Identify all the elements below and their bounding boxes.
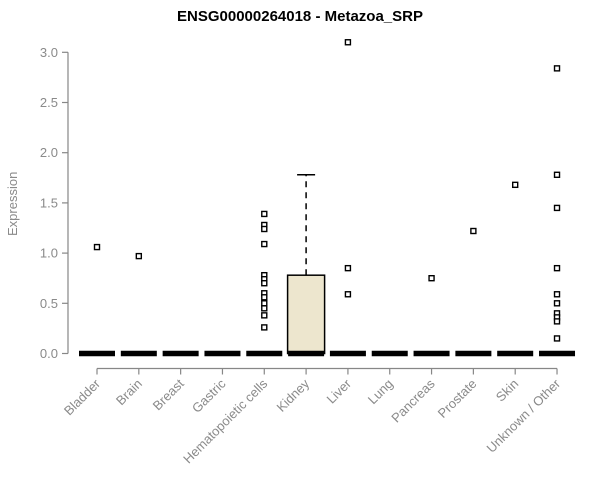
x-category-label: Gastric: [189, 376, 229, 416]
x-category-label: Bladder: [61, 376, 104, 419]
outlier-point: [428, 275, 435, 282]
median-bar: [329, 350, 366, 357]
median-bar: [455, 350, 492, 357]
outlier-point: [553, 204, 561, 212]
median-bar: [246, 350, 283, 357]
median-bar: [288, 350, 325, 357]
x-category-label: Brain: [113, 376, 145, 408]
x-category-label: Liver: [324, 376, 355, 407]
outlier-point: [135, 252, 143, 260]
x-category-label: Prostate: [435, 376, 480, 421]
median-bar: [497, 350, 534, 357]
outlier-point: [553, 335, 561, 342]
outlier-point: [261, 225, 268, 233]
median-bar: [413, 350, 450, 357]
outlier-point: [470, 227, 477, 235]
x-category-label: Unknown / Other: [484, 376, 564, 456]
y-tick-label: 3.0: [40, 45, 58, 60]
y-tick-label: 2.0: [40, 145, 58, 160]
x-category-label: Skin: [493, 376, 521, 404]
y-tick-label: 0.5: [40, 296, 58, 311]
outlier-point: [261, 280, 268, 287]
outlier-point: [553, 65, 561, 72]
outlier-point: [344, 291, 352, 298]
x-category-label: Breast: [150, 376, 187, 413]
outlier-point: [93, 243, 101, 251]
outlier-point: [261, 300, 268, 307]
x-category-label: Pancreas: [388, 376, 438, 426]
outlier-point: [553, 318, 561, 325]
median-bar: [79, 350, 115, 357]
y-tick-label: 2.5: [40, 95, 58, 110]
outlier-point: [261, 210, 268, 218]
outlier-point: [261, 324, 268, 331]
x-category-label: Kidney: [274, 376, 313, 415]
y-tick-label: 0.0: [40, 346, 58, 361]
median-bar: [539, 350, 576, 357]
outlier-point: [553, 171, 561, 178]
outlier-point: [261, 294, 268, 301]
x-category-label: Lung: [365, 376, 396, 407]
outlier-point: [553, 264, 561, 272]
median-bar: [162, 350, 199, 357]
median-bar: [120, 350, 157, 357]
y-tick-label: 1.5: [40, 195, 58, 210]
median-bar: [204, 350, 241, 357]
box: [286, 274, 326, 355]
outlier-point: [261, 312, 268, 319]
outlier-point: [261, 305, 268, 312]
y-tick-label: 1.0: [40, 246, 58, 261]
outlier-point: [553, 291, 561, 298]
median-bar: [371, 350, 408, 357]
chart-title: ENSG00000264018 - Metazoa_SRP: [177, 8, 423, 25]
outlier-point: [512, 181, 519, 189]
outlier-point: [553, 300, 561, 307]
y-axis-label: Expression: [5, 171, 20, 236]
outlier-point: [344, 39, 352, 46]
outlier-point: [344, 264, 352, 272]
outlier-point: [261, 240, 268, 248]
